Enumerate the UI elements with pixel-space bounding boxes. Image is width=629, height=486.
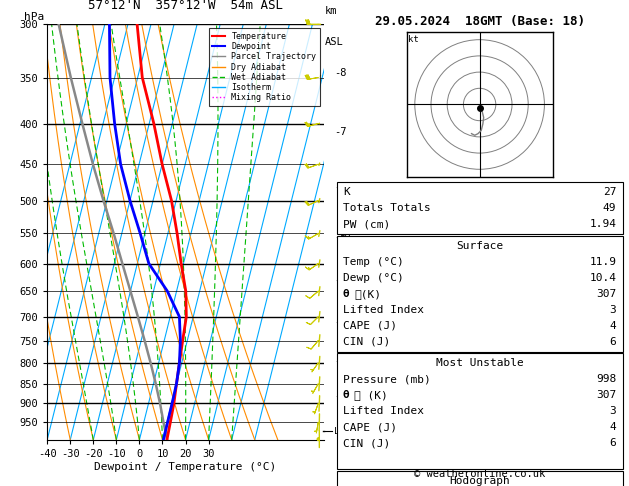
Text: Surface: Surface <box>456 241 503 251</box>
Text: Most Unstable: Most Unstable <box>436 358 523 368</box>
Text: Lifted Index: Lifted Index <box>343 305 424 315</box>
Text: -5: -5 <box>334 232 347 242</box>
Text: 4: 4 <box>610 422 616 433</box>
Text: -6: -6 <box>334 181 347 191</box>
Text: Hodograph: Hodograph <box>449 476 510 486</box>
Text: θ: θ <box>343 289 350 299</box>
Text: © weatheronline.co.uk: © weatheronline.co.uk <box>414 469 545 479</box>
Text: CIN (J): CIN (J) <box>343 438 390 449</box>
Text: 998: 998 <box>596 374 616 384</box>
Text: 4: 4 <box>610 321 616 331</box>
Text: Lifted Index: Lifted Index <box>343 406 424 417</box>
Text: hPa: hPa <box>24 12 44 22</box>
Text: -3: -3 <box>334 316 347 327</box>
Text: -2: -2 <box>334 356 347 365</box>
Text: 307: 307 <box>596 390 616 400</box>
Text: 3: 3 <box>610 305 616 315</box>
Text: 6: 6 <box>610 337 616 347</box>
Text: ASL: ASL <box>325 37 343 47</box>
Text: 11.9: 11.9 <box>589 257 616 267</box>
Legend: Temperature, Dewpoint, Parcel Trajectory, Dry Adiabat, Wet Adiabat, Isotherm, Mi: Temperature, Dewpoint, Parcel Trajectory… <box>209 29 320 105</box>
X-axis label: Dewpoint / Temperature (°C): Dewpoint / Temperature (°C) <box>94 462 277 471</box>
Text: LCL: LCL <box>334 427 350 435</box>
Text: 10.4: 10.4 <box>589 273 616 283</box>
Text: 49: 49 <box>603 203 616 213</box>
Text: 29.05.2024  18GMT (Base: 18): 29.05.2024 18GMT (Base: 18) <box>375 15 584 28</box>
Text: Temp (°C): Temp (°C) <box>343 257 404 267</box>
Text: 1.94: 1.94 <box>589 219 616 229</box>
Text: 57°12'N  357°12'W  54m ASL: 57°12'N 357°12'W 54m ASL <box>88 0 283 12</box>
Text: -4: -4 <box>334 276 347 285</box>
Text: 307: 307 <box>596 289 616 299</box>
Text: kt: kt <box>408 35 419 44</box>
Text: -8: -8 <box>334 68 347 78</box>
Text: CAPE (J): CAPE (J) <box>343 321 397 331</box>
Text: CAPE (J): CAPE (J) <box>343 422 397 433</box>
Text: PW (cm): PW (cm) <box>343 219 390 229</box>
Text: θ: θ <box>343 390 350 400</box>
Text: ᴇ(K): ᴇ(K) <box>354 289 381 299</box>
Text: km: km <box>325 6 337 16</box>
Text: 27: 27 <box>603 187 616 197</box>
Text: K: K <box>343 187 350 197</box>
Text: ᴇ (K): ᴇ (K) <box>354 390 388 400</box>
Text: -7: -7 <box>334 127 347 137</box>
Text: Pressure (mb): Pressure (mb) <box>343 374 431 384</box>
Text: Dewp (°C): Dewp (°C) <box>343 273 404 283</box>
Text: Totals Totals: Totals Totals <box>343 203 431 213</box>
Text: Mixing Ratio (g/kg): Mixing Ratio (g/kg) <box>343 195 353 297</box>
Text: CIN (J): CIN (J) <box>343 337 390 347</box>
Text: 6: 6 <box>610 438 616 449</box>
Text: 3: 3 <box>610 406 616 417</box>
Text: -1: -1 <box>334 391 347 401</box>
